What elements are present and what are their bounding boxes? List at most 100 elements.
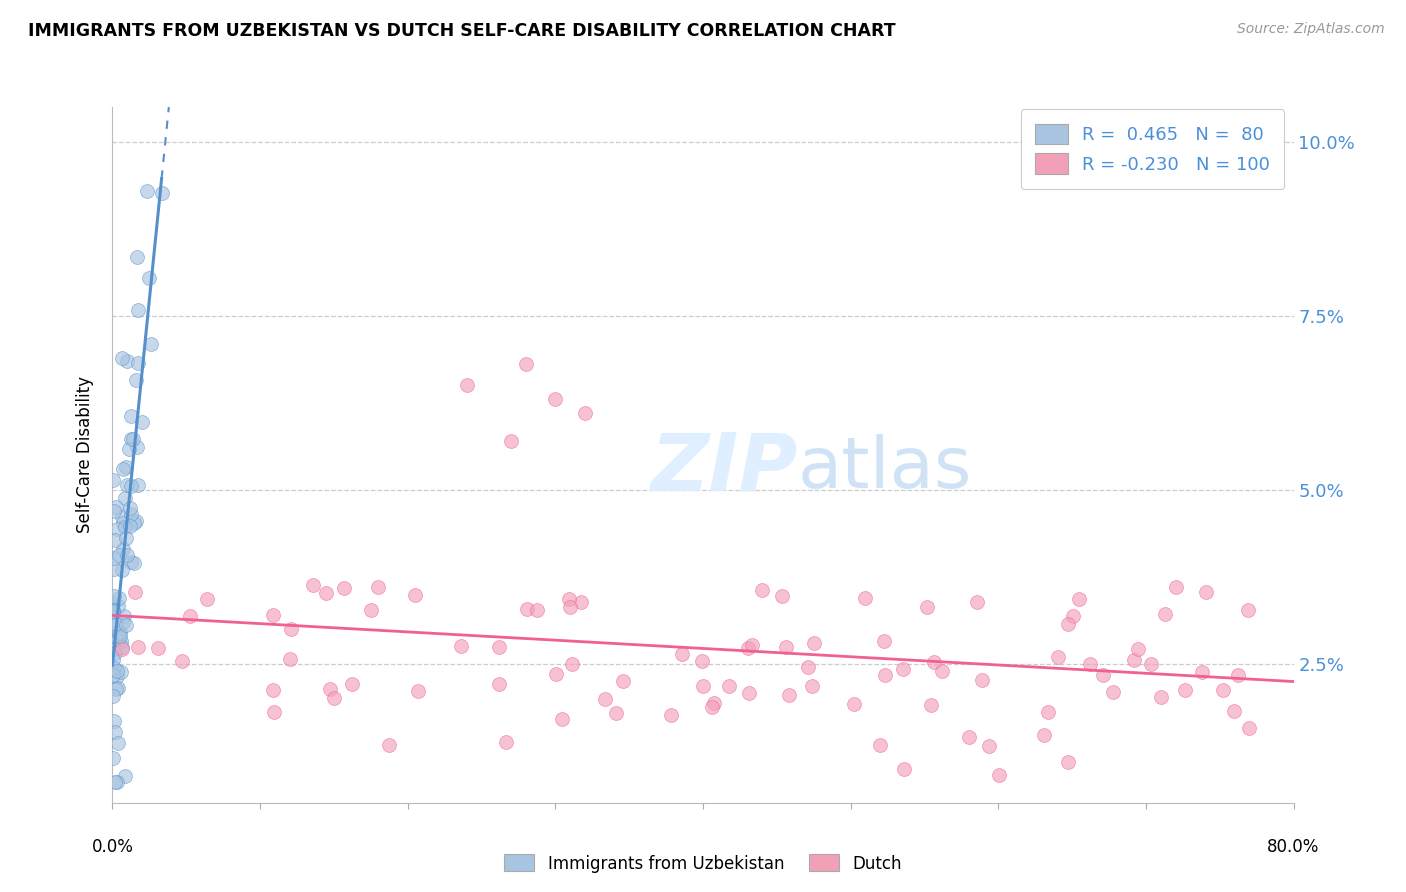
- Point: [315, 586, 337, 600]
- Point: [111, 640, 134, 655]
- Point: [378, 739, 401, 753]
- Point: [957, 730, 980, 744]
- Point: [1164, 580, 1187, 594]
- Point: [117, 478, 139, 492]
- Point: [103, 613, 125, 627]
- Point: [561, 657, 583, 672]
- Point: [360, 603, 382, 617]
- Point: [118, 500, 141, 515]
- Point: [718, 679, 741, 693]
- Point: [103, 589, 125, 603]
- Point: [150, 186, 173, 200]
- Point: [127, 477, 149, 491]
- Point: [107, 736, 129, 750]
- Point: [931, 664, 953, 678]
- Legend: R =  0.465   N =  80, R = -0.230   N = 100: R = 0.465 N = 80, R = -0.230 N = 100: [1021, 109, 1285, 189]
- Text: Source: ZipAtlas.com: Source: ZipAtlas.com: [1237, 22, 1385, 37]
- Point: [111, 542, 134, 557]
- Point: [700, 700, 723, 714]
- Point: [110, 665, 132, 679]
- Point: [966, 595, 988, 609]
- Point: [120, 432, 142, 446]
- Point: [741, 638, 763, 652]
- Point: [605, 706, 627, 721]
- Point: [1174, 683, 1197, 698]
- Point: [114, 618, 136, 632]
- Point: [516, 602, 538, 616]
- Point: [195, 591, 218, 606]
- Point: [111, 642, 134, 657]
- Point: [751, 583, 773, 598]
- Point: [1047, 650, 1070, 665]
- Point: [139, 337, 162, 351]
- Point: [262, 608, 284, 623]
- Point: [117, 442, 139, 456]
- Point: [127, 640, 149, 654]
- Point: [333, 581, 356, 595]
- Point: [501, 434, 523, 448]
- Point: [103, 714, 125, 728]
- Point: [125, 251, 148, 265]
- Point: [1140, 657, 1163, 672]
- Point: [103, 504, 125, 518]
- Point: [450, 640, 472, 654]
- Point: [103, 652, 125, 666]
- Point: [110, 624, 132, 639]
- Point: [842, 698, 865, 712]
- Point: [692, 654, 714, 668]
- Point: [340, 677, 363, 691]
- Point: [112, 516, 135, 530]
- Point: [103, 605, 125, 619]
- Point: [127, 302, 149, 317]
- Point: [108, 591, 131, 605]
- Point: [550, 712, 572, 726]
- Point: [703, 697, 725, 711]
- Point: [406, 684, 429, 698]
- Point: [920, 698, 942, 713]
- Point: [120, 507, 142, 521]
- Point: [103, 473, 125, 487]
- Point: [120, 555, 142, 569]
- Point: [797, 660, 820, 674]
- Point: [1237, 721, 1260, 735]
- Point: [111, 615, 134, 629]
- Point: [1150, 690, 1173, 705]
- Point: [262, 683, 284, 698]
- Point: [659, 708, 682, 723]
- Point: [107, 681, 129, 696]
- Text: atlas: atlas: [797, 434, 972, 503]
- Point: [574, 406, 596, 420]
- Point: [172, 655, 194, 669]
- Point: [108, 626, 131, 640]
- Point: [127, 356, 149, 370]
- Point: [1069, 591, 1091, 606]
- Text: 0.0%: 0.0%: [91, 838, 134, 855]
- Point: [302, 578, 325, 592]
- Point: [558, 591, 581, 606]
- Point: [488, 677, 510, 691]
- Point: [323, 690, 346, 705]
- Point: [544, 392, 567, 407]
- Point: [103, 689, 125, 703]
- Point: [737, 640, 759, 655]
- Point: [103, 751, 125, 765]
- Point: [103, 550, 125, 565]
- Text: ZIP: ZIP: [650, 430, 797, 508]
- Point: [120, 409, 142, 423]
- Point: [131, 415, 153, 429]
- Point: [404, 588, 426, 602]
- Point: [1078, 657, 1101, 671]
- Point: [263, 705, 285, 719]
- Point: [488, 640, 510, 655]
- Point: [869, 739, 891, 753]
- Point: [1123, 653, 1146, 667]
- Point: [103, 603, 125, 617]
- Point: [108, 548, 131, 562]
- Point: [1102, 685, 1125, 699]
- Point: [105, 522, 128, 536]
- Point: [135, 184, 157, 198]
- Point: [855, 591, 877, 606]
- Point: [1126, 642, 1149, 657]
- Text: 80.0%: 80.0%: [1267, 838, 1320, 855]
- Point: [803, 635, 825, 649]
